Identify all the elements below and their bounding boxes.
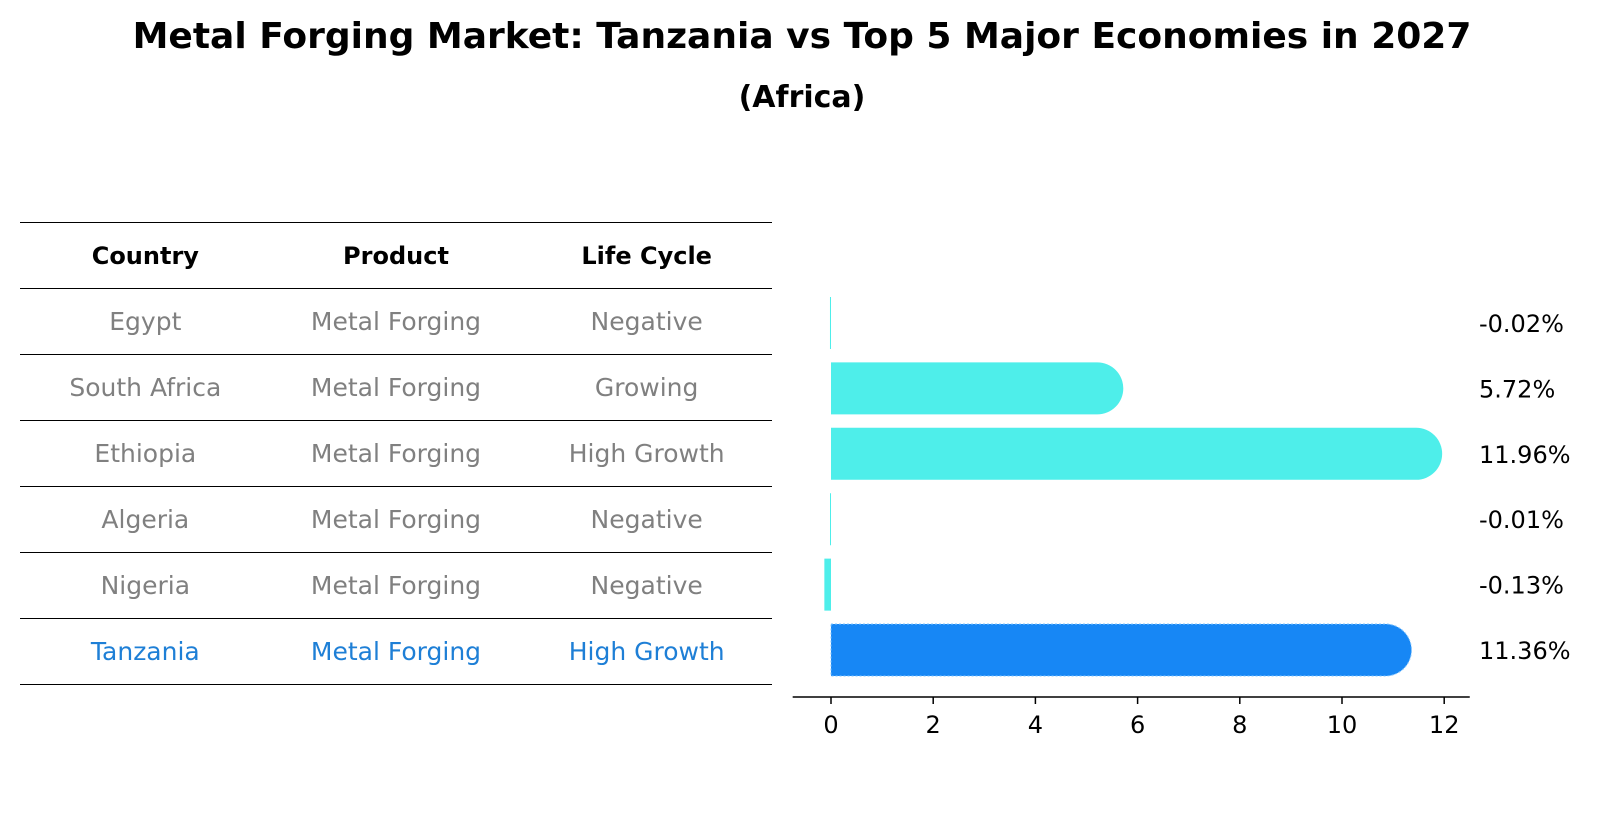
cell-country: Nigeria xyxy=(20,552,271,619)
country-table: Country Product Life Cycle Egypt Metal F… xyxy=(20,222,772,685)
value-label-south-africa: 5.72% xyxy=(1479,375,1555,403)
table-row-highlighted: Tanzania Metal Forging High Growth xyxy=(20,618,772,685)
cell-product: Metal Forging xyxy=(270,552,522,619)
header-life-cycle: Life Cycle xyxy=(521,222,772,289)
cell-product: Metal Forging xyxy=(270,288,522,355)
cell-life-cycle: High Growth xyxy=(521,420,772,487)
bar-nigeria xyxy=(824,558,831,611)
header-product: Product xyxy=(270,222,522,289)
bar-algeria xyxy=(830,493,831,546)
value-label-tanzania: 11.36% xyxy=(1479,637,1571,665)
value-label-egypt: -0.02% xyxy=(1479,310,1564,338)
table-row: Nigeria Metal Forging Negative xyxy=(20,552,772,619)
table-row: South Africa Metal Forging Growing xyxy=(20,354,772,421)
x-tick-label: 6 xyxy=(1130,711,1145,739)
bar-ethiopia xyxy=(831,427,1443,480)
cell-life-cycle: Negative xyxy=(521,288,772,355)
chart-title: Metal Forging Market: Tanzania vs Top 5 … xyxy=(132,16,1472,57)
cell-life-cycle: High Growth xyxy=(521,618,772,685)
x-tick-label: 10 xyxy=(1327,711,1358,739)
bar-south-africa xyxy=(831,362,1124,415)
cell-product: Metal Forging xyxy=(270,618,522,685)
value-label-algeria: -0.01% xyxy=(1479,506,1564,534)
cell-country: Ethiopia xyxy=(20,420,271,487)
cell-country: Egypt xyxy=(20,288,271,355)
value-label-nigeria: -0.13% xyxy=(1479,572,1564,600)
cell-product: Metal Forging xyxy=(270,354,522,421)
value-label-ethiopia: 11.96% xyxy=(1479,441,1571,469)
x-tick-label: 0 xyxy=(823,711,838,739)
cell-product: Metal Forging xyxy=(270,420,522,487)
x-tick-label: 8 xyxy=(1232,711,1247,739)
cell-life-cycle: Negative xyxy=(521,552,772,619)
x-tick-label: 2 xyxy=(926,711,941,739)
table-row: Egypt Metal Forging Negative xyxy=(20,288,772,355)
x-tick-label: 12 xyxy=(1429,711,1460,739)
cell-country: South Africa xyxy=(20,354,271,421)
cell-country: Algeria xyxy=(20,486,271,553)
chart-subtitle: (Africa) xyxy=(738,80,866,115)
bar-tanzania xyxy=(830,623,1412,677)
table-header-row: Country Product Life Cycle xyxy=(20,222,772,289)
cell-life-cycle: Negative xyxy=(521,486,772,553)
table-row: Ethiopia Metal Forging High Growth xyxy=(20,420,772,487)
cell-country: Tanzania xyxy=(20,618,271,685)
header-country: Country xyxy=(20,222,271,289)
cell-life-cycle: Growing xyxy=(521,354,772,421)
x-tick-label: 4 xyxy=(1028,711,1043,739)
table-row: Algeria Metal Forging Negative xyxy=(20,486,772,553)
cell-product: Metal Forging xyxy=(270,486,522,553)
bar-egypt xyxy=(829,297,831,349)
